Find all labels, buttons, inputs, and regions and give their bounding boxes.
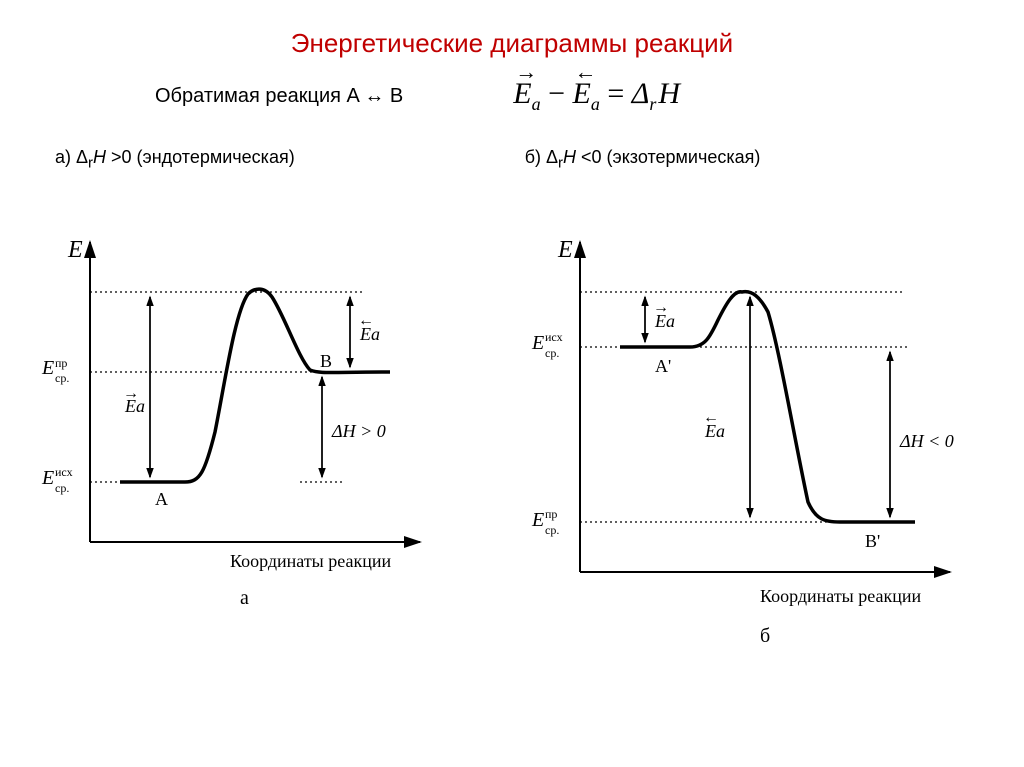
label-B: B — [320, 351, 332, 371]
diagram-a-svg: E Координаты реакции а E пр ср. E исх ср… — [20, 212, 480, 612]
y-axis-label-a: E — [67, 237, 83, 263]
svg-text:исх: исх — [55, 465, 73, 479]
svg-text:→: → — [653, 299, 669, 316]
subtitle-row: Обратимая реакция A ↔ B → Ea − ← Ea = Δr… — [0, 77, 1024, 115]
label-Eisx-b: E — [531, 332, 544, 354]
diagrams-container: E Координаты реакции а E пр ср. E исх ср… — [0, 212, 1024, 652]
svg-text:исх: исх — [545, 330, 563, 344]
label-A: A — [155, 489, 168, 509]
x-axis-label-a: Координаты реакции — [230, 551, 391, 571]
label-Bprime: B' — [865, 531, 880, 551]
svg-text:←: ← — [358, 312, 374, 329]
panel-label-b: б — [760, 625, 770, 647]
reaction-subtitle: Обратимая реакция A ↔ B — [155, 85, 403, 108]
label-Aprime: A' — [655, 356, 671, 376]
svg-text:пр: пр — [545, 507, 557, 521]
y-axis-label-b: E — [557, 237, 573, 263]
caption-a: а) ΔrH >0 (эндотермическая) — [55, 147, 295, 172]
x-axis-label-b: Координаты реакции — [760, 586, 921, 606]
panel-label-a: а — [240, 587, 249, 609]
svg-text:→: → — [123, 385, 139, 402]
captions-row: а) ΔrH >0 (эндотермическая) б) ΔrH <0 (э… — [0, 147, 1024, 172]
page-title: Энергетические диаграммы реакций — [0, 0, 1024, 59]
label-Eisx-a: E — [41, 467, 54, 489]
svg-text:ср.: ср. — [55, 371, 69, 385]
dH-b: ΔH < 0 — [899, 431, 954, 451]
svg-text:ср.: ср. — [545, 346, 559, 360]
main-equation: → Ea − ← Ea = ΔrH — [513, 77, 680, 115]
svg-text:←: ← — [703, 409, 719, 426]
label-Epr-a: E — [41, 357, 54, 379]
diagram-a: E Координаты реакции а E пр ср. E исх ср… — [20, 212, 480, 652]
svg-text:пр: пр — [55, 356, 67, 370]
dH-a: ΔH > 0 — [331, 421, 386, 441]
label-Epr-b: E — [531, 509, 544, 531]
diagram-b-svg: E Координаты реакции б E исх ср. E пр ср… — [510, 212, 1010, 652]
diagram-b: E Координаты реакции б E исх ср. E пр ср… — [510, 212, 1010, 652]
svg-text:ср.: ср. — [55, 481, 69, 495]
svg-text:ср.: ср. — [545, 523, 559, 537]
caption-b: б) ΔrH <0 (экзотермическая) — [525, 147, 761, 172]
